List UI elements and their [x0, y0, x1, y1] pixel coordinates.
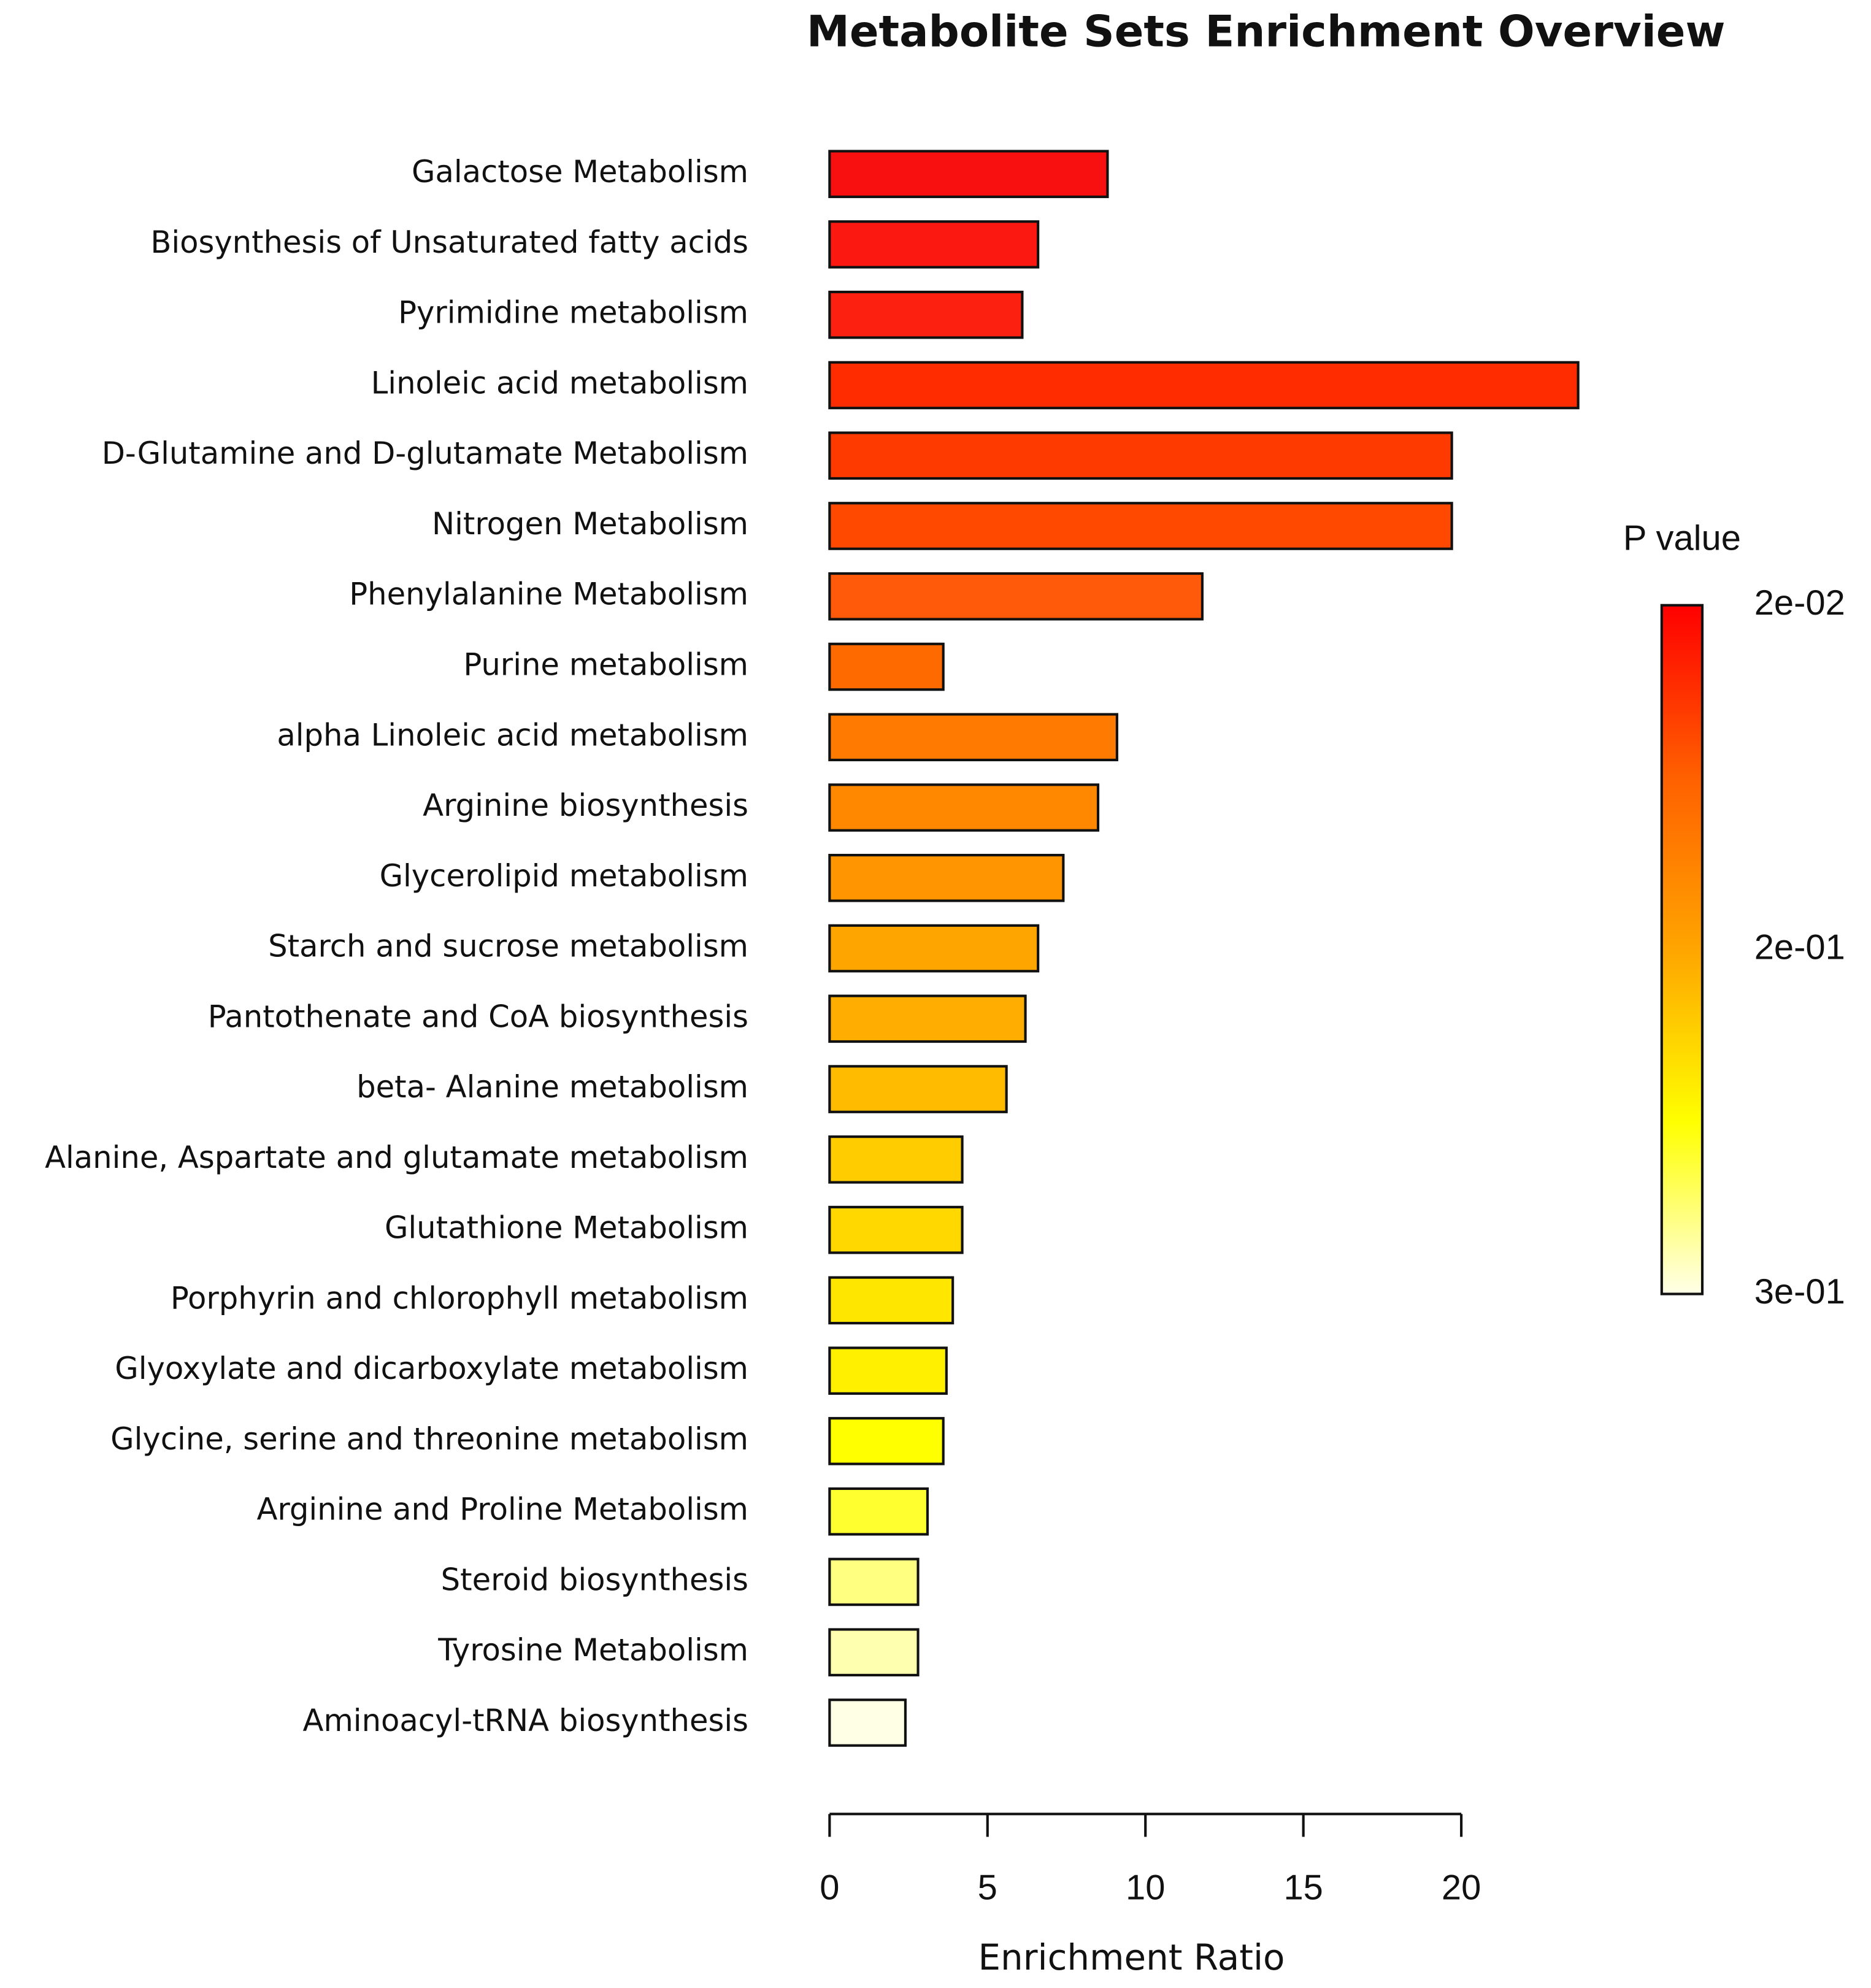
chart-title: Metabolite Sets Enrichment Overview	[807, 7, 1726, 57]
bar	[828, 1698, 907, 1747]
bar	[828, 713, 1118, 762]
bar	[828, 1065, 1008, 1113]
y-tick-label: Purine metabolism	[463, 647, 748, 683]
bar	[828, 1135, 964, 1184]
x-tick-label: 5	[978, 1868, 997, 1908]
bar	[828, 1487, 929, 1536]
bar	[828, 431, 1453, 480]
y-tick-label: D-Glutamine and D-glutamate Metabolism	[102, 436, 748, 471]
bar	[828, 1205, 964, 1254]
y-tick-label: Arginine biosynthesis	[423, 788, 748, 823]
bar	[828, 854, 1065, 902]
colorbar-title: P value	[1623, 519, 1741, 558]
bar	[828, 783, 1100, 832]
bar	[828, 361, 1580, 410]
bar	[828, 1346, 948, 1395]
y-tick-label: Pyrimidine metabolism	[398, 295, 748, 331]
colorbar-label: 2e-02	[1754, 583, 1845, 623]
y-tick-label: Pantothenate and CoA biosynthesis	[208, 999, 748, 1034]
colorbar	[1660, 604, 1704, 1295]
x-tick-label: 15	[1283, 1868, 1323, 1908]
y-tick-label: Alanine, Aspartate and glutamate metabol…	[45, 1140, 748, 1175]
y-tick-label: Glycine, serine and threonine metabolism	[110, 1421, 748, 1457]
x-tick-label: 20	[1442, 1868, 1481, 1908]
bar	[828, 924, 1040, 973]
y-tick-label: Linoleic acid metabolism	[371, 365, 748, 401]
y-tick-label: Glyoxylate and dicarboxylate metabolism	[115, 1351, 748, 1386]
y-tick-label: Aminoacyl-tRNA biosynthesis	[303, 1703, 748, 1738]
bar	[828, 220, 1040, 269]
bar	[828, 1557, 920, 1606]
y-tick-label: Biosynthesis of Unsaturated fatty acids	[150, 225, 748, 260]
y-tick-label: Tyrosine Metabolism	[437, 1632, 748, 1668]
y-tick-label: Galactose Metabolism	[412, 154, 748, 190]
y-tick-label: Steroid biosynthesis	[441, 1562, 748, 1597]
bar	[828, 572, 1204, 621]
y-tick-label: Glycerolipid metabolism	[380, 858, 748, 894]
bar	[828, 290, 1024, 339]
bar	[828, 1417, 945, 1465]
bar	[828, 994, 1027, 1043]
bar	[828, 502, 1453, 550]
bar	[828, 1276, 955, 1325]
y-tick-label: alpha Linoleic acid metabolism	[277, 717, 748, 753]
y-tick-label: Arginine and Proline Metabolism	[256, 1492, 748, 1527]
y-tick-label: Porphyrin and chlorophyll metabolism	[171, 1280, 748, 1316]
y-tick-label: Glutathione Metabolism	[385, 1210, 748, 1246]
x-tick-label: 10	[1126, 1868, 1165, 1908]
colorbar-label: 2e-01	[1754, 927, 1845, 967]
y-tick-label: beta- Alanine metabolism	[356, 1069, 748, 1105]
bar	[828, 1628, 920, 1676]
bar	[828, 642, 945, 691]
x-axis-title: Enrichment Ratio	[978, 1936, 1285, 1978]
x-tick-label: 0	[820, 1868, 839, 1908]
y-tick-label: Starch and sucrose metabolism	[268, 929, 748, 964]
bar	[828, 150, 1109, 198]
y-tick-label: Phenylalanine Metabolism	[349, 577, 748, 612]
colorbar-label: 3e-01	[1754, 1272, 1845, 1311]
y-tick-label: Nitrogen Metabolism	[432, 506, 748, 542]
